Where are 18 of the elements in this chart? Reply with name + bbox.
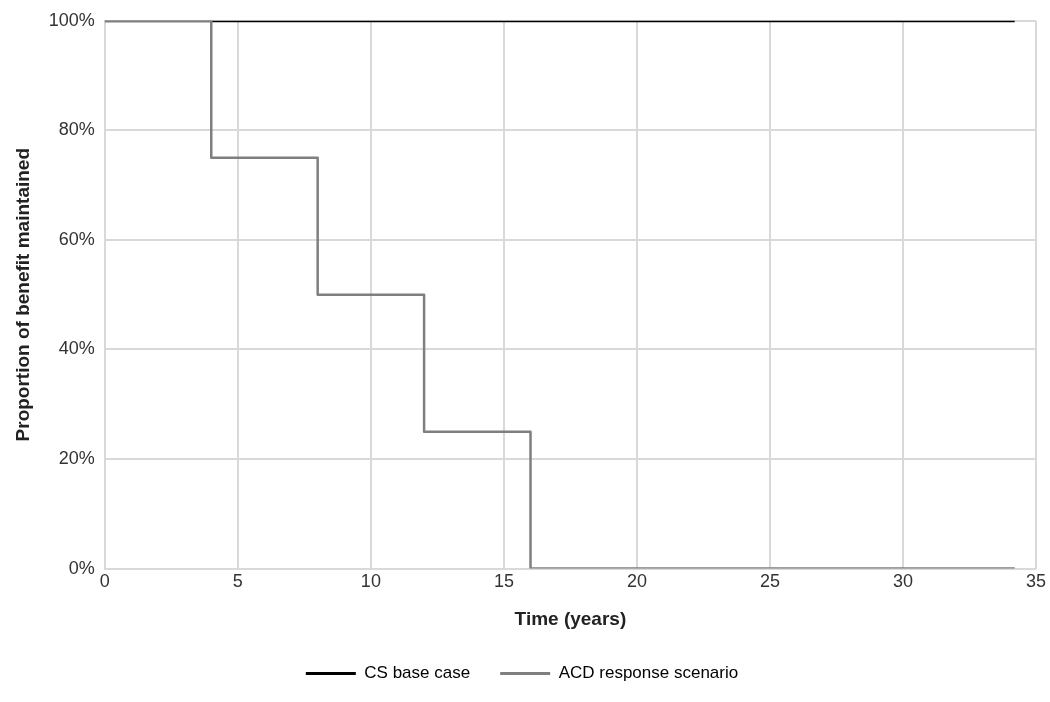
x-tick-label: 5	[232, 571, 243, 592]
legend-label: CS base case	[364, 663, 471, 683]
y-tick-label: 40%	[58, 338, 95, 359]
y-tick-label: 0%	[68, 557, 95, 578]
x-tick-label: 20	[626, 571, 647, 592]
y-tick-label: 80%	[58, 119, 95, 140]
x-tick-label: 0	[99, 571, 110, 592]
x-tick-label: 25	[759, 571, 780, 592]
x-tick-label: 10	[360, 571, 381, 592]
legend-label: ACD response scenario	[558, 663, 739, 683]
y-axis-title: Proportion of benefit maintained	[11, 147, 33, 442]
x-axis-title: Time (years)	[514, 607, 627, 629]
x-tick-label: 30	[892, 571, 913, 592]
y-tick-label: 60%	[58, 228, 95, 249]
x-tick-label: 15	[493, 571, 514, 592]
x-tick-label: 35	[1025, 571, 1047, 592]
y-tick-label: 100%	[48, 9, 95, 30]
y-tick-label: 20%	[58, 448, 95, 469]
